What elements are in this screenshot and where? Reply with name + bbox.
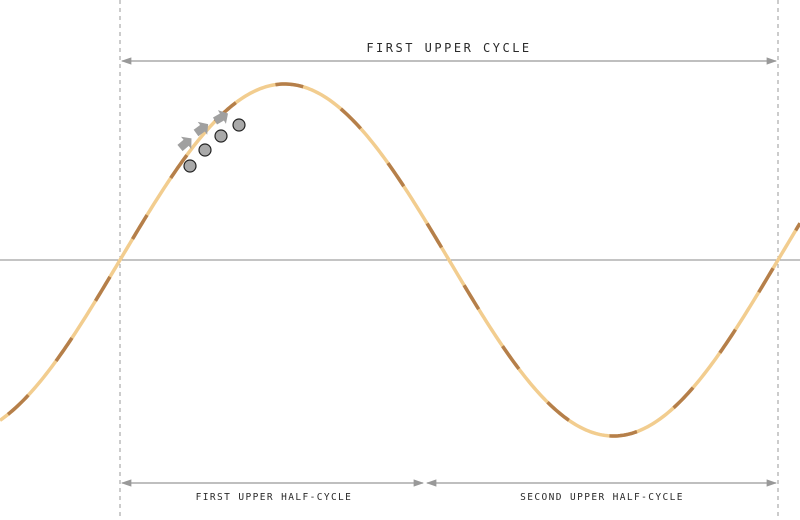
- motion-arrows: [177, 110, 228, 152]
- wave-dash-line: [0, 82, 800, 438]
- arrow-up-right-icon: [193, 121, 209, 137]
- cycle-label: FIRST UPPER CYCLE: [366, 41, 531, 55]
- half-cycle-1-label: FIRST UPPER HALF-CYCLE: [196, 492, 353, 503]
- half-cycle-2-label: SECOND UPPER HALF-CYCLE: [520, 492, 684, 503]
- particle-marker: [183, 159, 197, 173]
- wave-dash-segments: [0, 82, 800, 438]
- particle-marker: [198, 143, 212, 157]
- particle-marker: [214, 129, 228, 143]
- particle-marker: [232, 118, 246, 132]
- arrow-up-right-icon: [213, 110, 228, 125]
- particles: [183, 118, 246, 173]
- arrow-up-right-icon: [177, 136, 192, 152]
